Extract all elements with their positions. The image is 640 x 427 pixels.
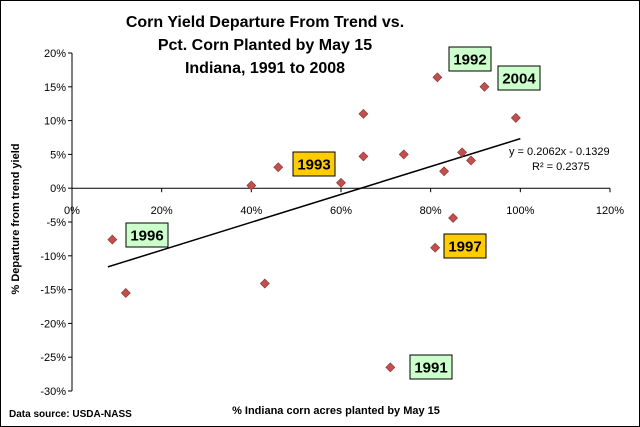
data-point — [432, 72, 443, 83]
y-tick-label: -30% — [40, 386, 66, 398]
data-point — [439, 166, 450, 177]
x-tick-label: 60% — [330, 205, 352, 217]
y-tick-label: -20% — [40, 318, 66, 330]
annotation-box — [443, 233, 487, 259]
axes — [68, 52, 611, 392]
data-point — [457, 147, 467, 158]
annotation-label: 1996 — [130, 228, 163, 245]
data-point — [466, 155, 476, 166]
annotation-1997: 1997 — [443, 233, 487, 259]
title-line-3: Indiana, 1991 to 2008 — [185, 60, 345, 77]
trend-r2: R² = 0.2375 — [532, 161, 590, 173]
data-point — [448, 213, 459, 223]
data-source: Data source: USDA-NASS — [9, 409, 132, 420]
annotation-box — [292, 151, 336, 177]
annotation-1993: 1993 — [292, 151, 336, 177]
y-tick-label: 15% — [44, 82, 66, 94]
x-axis-label: % Indiana corn acres planted by May 15 — [232, 405, 440, 417]
y-tick-labels: 20% 15% 10% 5% 0% -5% -10% -15% -20% -25% -30% — [40, 48, 66, 398]
title-line-1: Corn Yield Departure From Trend vs. — [126, 14, 404, 31]
data-points — [107, 72, 521, 373]
x-tick-labels: 0% 20% 40% 60% 80% 100% 120% — [64, 205, 624, 217]
annotation-1996: 1996 — [125, 222, 169, 248]
x-tick-label: 40% — [240, 205, 262, 217]
y-tick-label: -15% — [40, 285, 66, 297]
data-point — [398, 149, 409, 160]
data-point — [259, 278, 270, 289]
data-point — [120, 288, 131, 298]
title-line-2: Pct. Corn Planted by May 15 — [158, 37, 372, 54]
y-tick-label: 10% — [44, 116, 66, 128]
trendline — [107, 137, 521, 268]
data-point — [430, 242, 441, 253]
y-tick-label: 0% — [50, 183, 66, 195]
y-tick-label: -5% — [46, 217, 66, 229]
data-point — [107, 234, 118, 245]
y-axis-label: % Departure from trend yield — [10, 144, 22, 295]
annotation-label: 1993 — [297, 157, 330, 174]
x-tick-label: 100% — [506, 205, 534, 217]
data-point — [246, 180, 257, 191]
annotation-label: 1991 — [414, 360, 447, 377]
annotation-box — [497, 65, 541, 91]
annotation-box — [125, 222, 169, 248]
annotation-label: 2004 — [502, 71, 536, 88]
annotation-1992: 1992 — [448, 46, 492, 72]
annotation-label: 1992 — [453, 52, 486, 69]
y-tick-label: 5% — [50, 149, 66, 161]
data-point — [479, 81, 490, 92]
x-tick-label: 20% — [151, 205, 173, 217]
annotation-box — [409, 354, 453, 380]
chart-title: Corn Yield Departure From Trend vs. Pct.… — [126, 14, 404, 77]
annotation-box — [448, 46, 492, 72]
annotation-2004: 2004 — [497, 65, 541, 91]
annotation-1991: 1991 — [409, 354, 453, 380]
trend-equation: y = 0.2062x - 0.1329 — [509, 146, 610, 158]
data-point — [336, 177, 346, 188]
x-tick-label: 120% — [596, 205, 624, 217]
data-point — [510, 112, 521, 123]
data-point — [358, 151, 369, 162]
x-tick-label: 80% — [420, 205, 442, 217]
data-point — [358, 108, 369, 119]
y-tick-label: -10% — [40, 251, 66, 263]
y-tick-label: -25% — [40, 352, 66, 364]
annotation-label: 1997 — [448, 239, 481, 256]
y-tick-label: 20% — [44, 48, 66, 60]
x-tick-label: 0% — [64, 205, 80, 217]
data-point — [273, 162, 284, 173]
data-point — [385, 362, 396, 373]
year-annotations: 1992 2004 1993 1996 1997 1991 — [125, 46, 541, 380]
